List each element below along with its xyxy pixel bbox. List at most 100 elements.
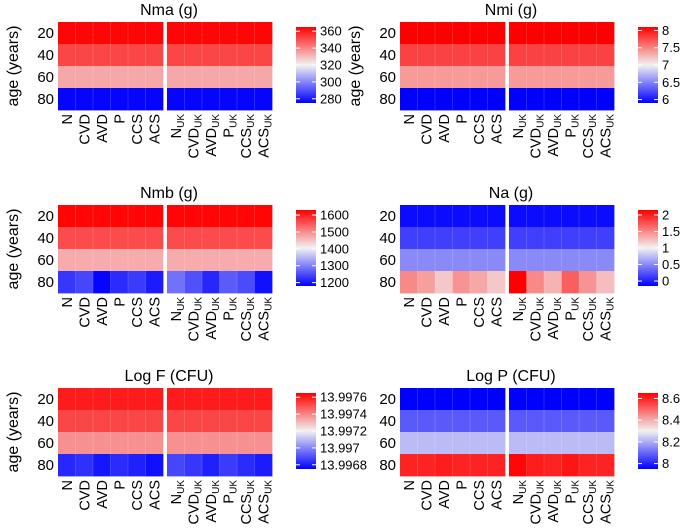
heatmap-cell [596,249,615,272]
y-tick-label: 40 [379,413,396,430]
heatmap-cell [110,205,129,228]
heatmap-cell [561,227,580,250]
heatmap-cell [526,249,545,272]
heatmap-cell [561,44,580,67]
x-tick-label: ACS [489,114,505,144]
heatmap-cell [487,410,506,433]
heatmap-cell [184,205,203,228]
heatmap-cell [145,388,164,411]
heatmap-cell [128,205,146,228]
y-tick-label: 60 [379,252,396,269]
x-tick-label: P [454,297,470,307]
heatmap-cell [110,66,129,89]
heatmap-cell [470,388,488,411]
heatmap-cell [184,388,203,411]
heatmap-cell [435,271,453,294]
x-tick-label: ACSUK [256,480,274,524]
colorbar-tick-label: 1400 [320,241,349,256]
heatmap-cell [487,66,506,89]
heatmap-cell [58,88,76,111]
heatmap-cell [145,432,164,455]
heatmap-cell [184,454,203,477]
heatmap-cell [452,454,471,477]
colorbar [638,210,658,286]
x-tick-label: AVD [95,114,111,143]
y-tick-label: 80 [379,457,396,474]
heatmap-cell [128,410,146,433]
x-tick-label: NUK [169,114,187,139]
y-tick-label: 80 [379,274,396,291]
heatmap-cell [435,454,453,477]
heatmap-cell [596,388,615,411]
heatmap-cell [417,22,436,45]
heatmap-cell [93,205,111,228]
heatmap-cell [128,454,146,477]
x-tick-label: N [402,297,418,307]
heatmap-cell [561,249,580,272]
x-tick-label: P [454,114,470,124]
heatmap-cell [400,432,418,455]
y-tick-label: 60 [37,69,54,86]
heatmap-cell [237,227,255,250]
heatmap-cell [435,22,453,45]
heatmap-cell [596,88,615,111]
heatmap-cell [219,454,238,477]
heatmap-cell [544,249,562,272]
x-tick-label: AVDUK [204,480,222,523]
heatmap-cell [254,388,273,411]
heatmap-cell [509,388,527,411]
heatmap-cell [435,227,453,250]
heatmap-cell [417,432,436,455]
heatmap-cell [75,22,94,45]
heatmap-cell [167,410,185,433]
heatmap-cell [128,271,146,294]
heatmap-cell [167,205,185,228]
heatmap-cell [509,22,527,45]
heatmap-cell [452,388,471,411]
heatmap-cell [219,271,238,294]
x-tick-label: PUK [221,480,239,504]
heatmap-cell [167,249,185,272]
heatmap-cell [93,271,111,294]
heatmap-cell [526,88,545,111]
x-tick-label: P [112,480,128,490]
heatmap-cell [509,44,527,67]
x-tick-label: N [60,297,76,307]
colorbar-tick-label: 8.6 [662,391,680,406]
heatmap-cell [561,22,580,45]
heatmap-cell [184,88,203,111]
heatmap-cell [435,388,453,411]
x-tick-label: CCS [472,480,488,511]
x-tick-label: PUK [221,114,239,138]
heatmap-cell [184,227,203,250]
x-tick-label: CVD [77,480,93,511]
heatmap-cell [254,410,273,433]
heatmap-cell [237,66,255,89]
heatmap-cell [145,249,164,272]
colorbar-tick-label: 360 [320,24,342,39]
heatmap-cell [509,454,527,477]
x-tick-label: CCSUK [581,480,599,525]
y-tick-label: 60 [379,435,396,452]
heatmap-cell [452,22,471,45]
heatmap-cell [544,410,562,433]
heatmap-cell [579,44,597,67]
heatmap-cell [58,22,76,45]
x-tick-label: AVDUK [546,114,564,157]
heatmap-cell [544,432,562,455]
heatmap-cell [75,271,94,294]
x-tick-label: CVDUK [528,297,546,342]
heatmap-cell [526,44,545,67]
x-tick-label: ACSUK [256,297,274,341]
heatmap-cell [202,22,220,45]
panel-title: Nma (g) [140,2,198,19]
x-tick-label: PUK [221,297,239,321]
y-tick-label: 80 [37,274,54,291]
heatmap-cell [544,388,562,411]
heatmap-cell [435,410,453,433]
heatmap-cell [435,88,453,111]
heatmap-cell [237,388,255,411]
heatmap-cell [561,410,580,433]
heatmap-cell [487,388,506,411]
